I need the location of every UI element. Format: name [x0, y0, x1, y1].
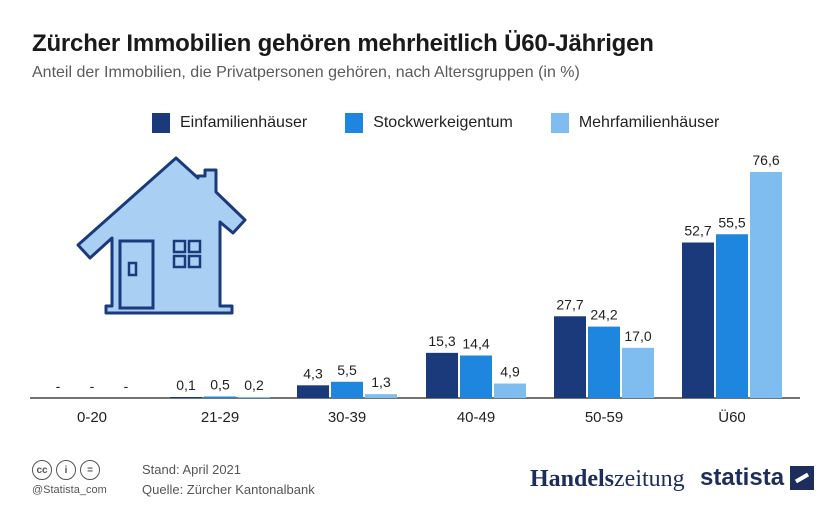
- statista-logo-text: statista: [700, 464, 785, 491]
- bar-einfamilien-1: [170, 397, 202, 398]
- statista-logo: statista: [700, 464, 815, 492]
- legend-item-stockwerk: Stockwerkeigentum: [345, 113, 513, 133]
- quelle-text: Quelle: Zürcher Kantonalbank: [142, 482, 315, 497]
- value-label-einfamilien-0: -: [56, 378, 61, 394]
- legend: Einfamilienhäuser Stockwerkeigentum Mehr…: [152, 113, 719, 133]
- statista-handle: @Statista_com: [32, 484, 107, 496]
- bar-chart: - - - 0,1 0,5 0,2 4,3 5,5 1,3 15,3 14,4 4,9 27,7 24,2…: [30, 152, 800, 426]
- x-tick-label-2: 30-39: [328, 409, 366, 426]
- bar-einfamilien-2: [297, 385, 329, 398]
- footer: cc i = @Statista_com Stand: April 2021 Q…: [32, 460, 822, 500]
- bar-stockwerk-3: [460, 355, 492, 398]
- legend-swatch-stockwerk: [345, 113, 364, 133]
- bar-stockwerk-5: [716, 234, 748, 398]
- bar-mehrfamilien-1: [238, 397, 270, 398]
- value-label-stockwerk-2: 5,5: [337, 362, 357, 378]
- legend-swatch-mehrfamilien: [550, 113, 569, 133]
- value-label-stockwerk-0: -: [90, 378, 95, 394]
- legend-label-stockwerk: Stockwerkeigentum: [373, 114, 513, 131]
- value-label-stockwerk-1: 0,5: [210, 377, 230, 393]
- value-label-stockwerk-5: 55,5: [718, 214, 745, 230]
- x-tick-label-0: 0-20: [77, 409, 107, 426]
- legend-label-mehrfamilien: Mehrfamilienhäuser: [578, 114, 720, 131]
- page-subtitle: Anteil der Immobilien, die Privatpersone…: [32, 64, 580, 81]
- bar-stockwerk-2: [331, 381, 363, 398]
- no-derivatives-icon: =: [80, 460, 100, 480]
- value-label-mehrfamilien-3: 4,9: [500, 364, 520, 380]
- x-tick-labels-group: 0-20 21-29 30-39 40-49 50-59 Ü60: [77, 408, 746, 426]
- source-info: Stand: April 2021 Quelle: Zürcher Kanton…: [142, 460, 315, 500]
- legend-label-einfamilien: Einfamilienhäuser: [180, 114, 308, 131]
- handelszeitung-logo-part1: Handels: [530, 466, 615, 492]
- handelszeitung-logo: Handelszeitung: [530, 466, 685, 493]
- page-title: Zürcher Immobilien gehören mehrheitlich …: [32, 30, 654, 57]
- legend-swatch-einfamilien: [152, 113, 170, 133]
- legend-item-einfamilien: Einfamilienhäuser: [152, 113, 307, 133]
- stand-text: Stand: April 2021: [142, 462, 242, 477]
- x-tick-label-5: Ü60: [718, 408, 746, 426]
- cc-icon: cc: [32, 460, 52, 480]
- value-label-mehrfamilien-2: 1,3: [371, 374, 391, 390]
- handelszeitung-logo-part2: zeitung: [614, 466, 685, 492]
- value-label-mehrfamilien-1: 0,2: [244, 377, 264, 393]
- x-tick-label-3: 40-49: [457, 409, 495, 426]
- x-tick-label-1: 21-29: [201, 409, 239, 426]
- value-label-einfamilien-2: 4,3: [303, 365, 323, 381]
- bar-mehrfamilien-4: [622, 347, 654, 398]
- bars-group: [170, 172, 782, 398]
- x-tick-label-4: 50-59: [585, 409, 623, 426]
- statista-logo-icon: [790, 466, 815, 490]
- value-label-mehrfamilien-0: -: [124, 378, 129, 394]
- bar-stockwerk-1: [204, 396, 236, 398]
- value-label-einfamilien-3: 15,3: [428, 333, 455, 349]
- legend-item-mehrfamilien: Mehrfamilienhäuser: [550, 113, 720, 133]
- license-icons: cc i =: [32, 460, 100, 480]
- house-icon: [76, 156, 247, 315]
- bar-einfamilien-5: [682, 242, 714, 398]
- infographic-card: Zürcher Immobilien gehören mehrheitlich …: [10, 8, 820, 500]
- value-label-stockwerk-4: 24,2: [590, 307, 617, 323]
- value-label-mehrfamilien-5: 76,6: [752, 152, 779, 168]
- bar-mehrfamilien-2: [365, 394, 397, 398]
- bar-mehrfamilien-3: [494, 383, 526, 398]
- value-label-mehrfamilien-4: 17,0: [624, 328, 651, 344]
- value-label-einfamilien-4: 27,7: [556, 296, 583, 312]
- bar-stockwerk-4: [588, 326, 620, 398]
- value-label-einfamilien-5: 52,7: [684, 223, 711, 239]
- attribution-icon: i: [56, 460, 76, 480]
- bar-einfamilien-3: [426, 352, 458, 398]
- value-label-einfamilien-1: 0,1: [176, 377, 196, 393]
- bar-einfamilien-4: [554, 316, 586, 398]
- value-label-stockwerk-3: 14,4: [462, 336, 489, 352]
- value-labels-group: - - - 0,1 0,5 0,2 4,3 5,5 1,3 15,3 14,4 4,9 27,7 24,2…: [56, 152, 780, 394]
- bar-mehrfamilien-5: [750, 172, 782, 398]
